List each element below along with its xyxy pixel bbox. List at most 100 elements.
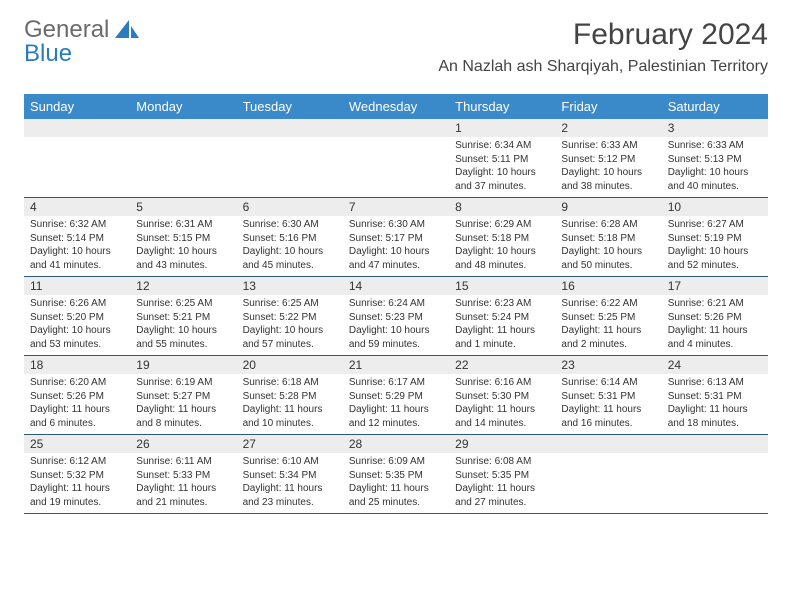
calendar-cell xyxy=(237,119,343,197)
date-number: 26 xyxy=(130,435,236,453)
cell-details: Sunrise: 6:26 AMSunset: 5:20 PMDaylight:… xyxy=(24,295,130,355)
date-number: 25 xyxy=(24,435,130,453)
cell-details: Sunrise: 6:09 AMSunset: 5:35 PMDaylight:… xyxy=(343,453,449,513)
logo-sail-icon xyxy=(115,20,141,47)
cell-details: Sunrise: 6:10 AMSunset: 5:34 PMDaylight:… xyxy=(237,453,343,513)
date-number xyxy=(237,119,343,137)
month-title: February 2024 xyxy=(438,18,768,52)
calendar-cell: 27Sunrise: 6:10 AMSunset: 5:34 PMDayligh… xyxy=(237,435,343,513)
date-number xyxy=(343,119,449,137)
calendar-cell: 17Sunrise: 6:21 AMSunset: 5:26 PMDayligh… xyxy=(662,277,768,355)
date-number: 15 xyxy=(449,277,555,295)
date-number xyxy=(555,435,661,453)
date-number: 1 xyxy=(449,119,555,137)
date-number: 24 xyxy=(662,356,768,374)
day-header-row: SundayMondayTuesdayWednesdayThursdayFrid… xyxy=(24,94,768,119)
date-number: 18 xyxy=(24,356,130,374)
date-number: 21 xyxy=(343,356,449,374)
calendar-cell: 14Sunrise: 6:24 AMSunset: 5:23 PMDayligh… xyxy=(343,277,449,355)
date-number: 11 xyxy=(24,277,130,295)
day-header-cell: Saturday xyxy=(662,94,768,119)
calendar-cell xyxy=(662,435,768,513)
calendar-cell: 5Sunrise: 6:31 AMSunset: 5:15 PMDaylight… xyxy=(130,198,236,276)
date-number: 13 xyxy=(237,277,343,295)
calendar-cell: 20Sunrise: 6:18 AMSunset: 5:28 PMDayligh… xyxy=(237,356,343,434)
day-header-cell: Friday xyxy=(555,94,661,119)
cell-details: Sunrise: 6:16 AMSunset: 5:30 PMDaylight:… xyxy=(449,374,555,434)
calendar-cell: 11Sunrise: 6:26 AMSunset: 5:20 PMDayligh… xyxy=(24,277,130,355)
calendar-week: 1Sunrise: 6:34 AMSunset: 5:11 PMDaylight… xyxy=(24,119,768,198)
day-header-cell: Wednesday xyxy=(343,94,449,119)
calendar-cell: 10Sunrise: 6:27 AMSunset: 5:19 PMDayligh… xyxy=(662,198,768,276)
cell-details: Sunrise: 6:28 AMSunset: 5:18 PMDaylight:… xyxy=(555,216,661,276)
cell-details: Sunrise: 6:27 AMSunset: 5:19 PMDaylight:… xyxy=(662,216,768,276)
cell-details: Sunrise: 6:13 AMSunset: 5:31 PMDaylight:… xyxy=(662,374,768,434)
calendar-cell: 3Sunrise: 6:33 AMSunset: 5:13 PMDaylight… xyxy=(662,119,768,197)
logo: General Blue xyxy=(24,18,141,66)
calendar-cell: 12Sunrise: 6:25 AMSunset: 5:21 PMDayligh… xyxy=(130,277,236,355)
calendar-cell: 26Sunrise: 6:11 AMSunset: 5:33 PMDayligh… xyxy=(130,435,236,513)
cell-details: Sunrise: 6:34 AMSunset: 5:11 PMDaylight:… xyxy=(449,137,555,197)
date-number: 10 xyxy=(662,198,768,216)
cell-details: Sunrise: 6:08 AMSunset: 5:35 PMDaylight:… xyxy=(449,453,555,513)
calendar-cell xyxy=(343,119,449,197)
date-number xyxy=(662,435,768,453)
cell-details: Sunrise: 6:33 AMSunset: 5:12 PMDaylight:… xyxy=(555,137,661,197)
date-number: 8 xyxy=(449,198,555,216)
calendar-cell: 1Sunrise: 6:34 AMSunset: 5:11 PMDaylight… xyxy=(449,119,555,197)
day-header-cell: Thursday xyxy=(449,94,555,119)
day-header-cell: Sunday xyxy=(24,94,130,119)
calendar-week: 11Sunrise: 6:26 AMSunset: 5:20 PMDayligh… xyxy=(24,277,768,356)
cell-details: Sunrise: 6:14 AMSunset: 5:31 PMDaylight:… xyxy=(555,374,661,434)
calendar-cell: 8Sunrise: 6:29 AMSunset: 5:18 PMDaylight… xyxy=(449,198,555,276)
cell-details: Sunrise: 6:23 AMSunset: 5:24 PMDaylight:… xyxy=(449,295,555,355)
calendar-body: 1Sunrise: 6:34 AMSunset: 5:11 PMDaylight… xyxy=(24,119,768,514)
cell-details: Sunrise: 6:19 AMSunset: 5:27 PMDaylight:… xyxy=(130,374,236,434)
calendar-cell: 16Sunrise: 6:22 AMSunset: 5:25 PMDayligh… xyxy=(555,277,661,355)
cell-details: Sunrise: 6:29 AMSunset: 5:18 PMDaylight:… xyxy=(449,216,555,276)
calendar-cell: 21Sunrise: 6:17 AMSunset: 5:29 PMDayligh… xyxy=(343,356,449,434)
header: General Blue February 2024 An Nazlah ash… xyxy=(24,18,768,76)
date-number: 19 xyxy=(130,356,236,374)
calendar-cell: 28Sunrise: 6:09 AMSunset: 5:35 PMDayligh… xyxy=(343,435,449,513)
date-number: 9 xyxy=(555,198,661,216)
calendar-cell: 15Sunrise: 6:23 AMSunset: 5:24 PMDayligh… xyxy=(449,277,555,355)
day-header-cell: Tuesday xyxy=(237,94,343,119)
calendar-cell: 25Sunrise: 6:12 AMSunset: 5:32 PMDayligh… xyxy=(24,435,130,513)
cell-details: Sunrise: 6:20 AMSunset: 5:26 PMDaylight:… xyxy=(24,374,130,434)
date-number xyxy=(130,119,236,137)
calendar-cell: 4Sunrise: 6:32 AMSunset: 5:14 PMDaylight… xyxy=(24,198,130,276)
date-number: 7 xyxy=(343,198,449,216)
calendar-cell xyxy=(24,119,130,197)
calendar-week: 4Sunrise: 6:32 AMSunset: 5:14 PMDaylight… xyxy=(24,198,768,277)
cell-details: Sunrise: 6:30 AMSunset: 5:17 PMDaylight:… xyxy=(343,216,449,276)
date-number: 20 xyxy=(237,356,343,374)
cell-details: Sunrise: 6:30 AMSunset: 5:16 PMDaylight:… xyxy=(237,216,343,276)
day-header-cell: Monday xyxy=(130,94,236,119)
date-number: 12 xyxy=(130,277,236,295)
date-number: 4 xyxy=(24,198,130,216)
calendar-cell: 18Sunrise: 6:20 AMSunset: 5:26 PMDayligh… xyxy=(24,356,130,434)
date-number: 29 xyxy=(449,435,555,453)
logo-text-blue: Blue xyxy=(24,40,72,67)
date-number: 3 xyxy=(662,119,768,137)
date-number: 6 xyxy=(237,198,343,216)
calendar-week: 25Sunrise: 6:12 AMSunset: 5:32 PMDayligh… xyxy=(24,435,768,514)
date-number: 5 xyxy=(130,198,236,216)
cell-details: Sunrise: 6:24 AMSunset: 5:23 PMDaylight:… xyxy=(343,295,449,355)
cell-details: Sunrise: 6:32 AMSunset: 5:14 PMDaylight:… xyxy=(24,216,130,276)
date-number: 28 xyxy=(343,435,449,453)
date-number: 14 xyxy=(343,277,449,295)
calendar-cell: 7Sunrise: 6:30 AMSunset: 5:17 PMDaylight… xyxy=(343,198,449,276)
cell-details: Sunrise: 6:33 AMSunset: 5:13 PMDaylight:… xyxy=(662,137,768,197)
date-number: 17 xyxy=(662,277,768,295)
calendar-cell: 19Sunrise: 6:19 AMSunset: 5:27 PMDayligh… xyxy=(130,356,236,434)
logo-text-general: General xyxy=(24,16,109,43)
date-number xyxy=(24,119,130,137)
calendar-cell xyxy=(130,119,236,197)
calendar: SundayMondayTuesdayWednesdayThursdayFrid… xyxy=(24,94,768,514)
cell-details: Sunrise: 6:18 AMSunset: 5:28 PMDaylight:… xyxy=(237,374,343,434)
date-number: 23 xyxy=(555,356,661,374)
date-number: 16 xyxy=(555,277,661,295)
calendar-cell: 2Sunrise: 6:33 AMSunset: 5:12 PMDaylight… xyxy=(555,119,661,197)
